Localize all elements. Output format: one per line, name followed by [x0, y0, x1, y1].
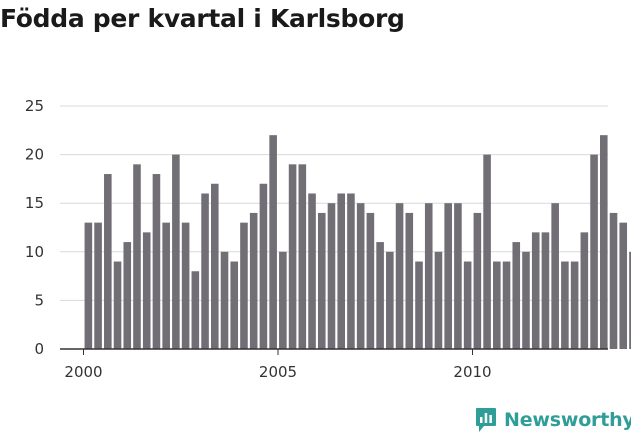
- bar: [386, 251, 394, 349]
- bar: [463, 261, 472, 349]
- bar: [113, 261, 122, 349]
- bar: [531, 232, 540, 349]
- bar: [220, 251, 229, 349]
- bar: [590, 154, 598, 349]
- bar: [609, 212, 618, 349]
- bar: [512, 242, 521, 349]
- bar: [444, 203, 452, 349]
- y-tick-label: 10: [25, 243, 44, 261]
- bar: [269, 135, 277, 349]
- bar: [473, 212, 482, 349]
- y-tick-label: 15: [25, 194, 44, 212]
- bar: [415, 261, 423, 349]
- bar: [337, 193, 346, 349]
- bar: [279, 251, 287, 349]
- bar: [230, 261, 239, 349]
- birth-bar-chart: 05101520259200020052010201520202025: [25, 97, 631, 381]
- x-tick-label: 2005: [259, 363, 297, 381]
- bar: [259, 183, 268, 349]
- bar: [201, 193, 209, 349]
- bar: [347, 193, 355, 349]
- bar: [434, 251, 443, 349]
- bar: [376, 242, 384, 349]
- bar: [317, 212, 326, 349]
- y-tick-label: 0: [34, 340, 44, 358]
- bar: [152, 174, 161, 349]
- bar: [366, 212, 375, 349]
- bar: [619, 222, 628, 349]
- y-tick-label: 20: [25, 146, 44, 164]
- bars: [84, 135, 631, 349]
- bar: [493, 261, 501, 349]
- bar: [629, 251, 631, 349]
- bar: [94, 222, 102, 349]
- bar: [123, 242, 132, 349]
- bar: [162, 222, 170, 349]
- bar: [191, 271, 200, 349]
- bar: [570, 261, 579, 349]
- brand-name: Newsworthy: [504, 409, 631, 431]
- bar: [288, 164, 297, 349]
- bar: [181, 222, 190, 349]
- bar: [133, 164, 141, 349]
- bar: [142, 232, 151, 349]
- y-tick-label: 5: [34, 291, 44, 309]
- bar: [356, 203, 365, 349]
- bar: [395, 203, 404, 349]
- bar: [249, 212, 258, 349]
- bar: [424, 203, 433, 349]
- bar: [308, 193, 316, 349]
- bar: [522, 251, 530, 349]
- newsworthy-brand: Newsworthy: [475, 407, 631, 433]
- bar: [405, 212, 414, 349]
- bar: [84, 222, 93, 349]
- bar: [172, 154, 180, 349]
- y-tick-label: 25: [25, 97, 44, 115]
- bar: [210, 183, 219, 349]
- bar: [104, 174, 112, 349]
- x-tick-label: 2000: [64, 363, 102, 381]
- axes: 05101520259200020052010201520202025: [25, 97, 608, 381]
- bar: [561, 261, 569, 349]
- bar-chart-icon: [476, 408, 496, 432]
- bar: [327, 203, 336, 349]
- bar: [599, 135, 608, 349]
- bar: [551, 203, 559, 349]
- bar: [483, 154, 491, 349]
- x-tick-label: 2010: [453, 363, 491, 381]
- bar: [454, 203, 462, 349]
- bar: [240, 222, 248, 349]
- chart-title: Födda per kvartal i Karlsborg: [0, 4, 405, 33]
- bar: [541, 232, 550, 349]
- bar: [298, 164, 307, 349]
- bar: [580, 232, 589, 349]
- bar: [502, 261, 511, 349]
